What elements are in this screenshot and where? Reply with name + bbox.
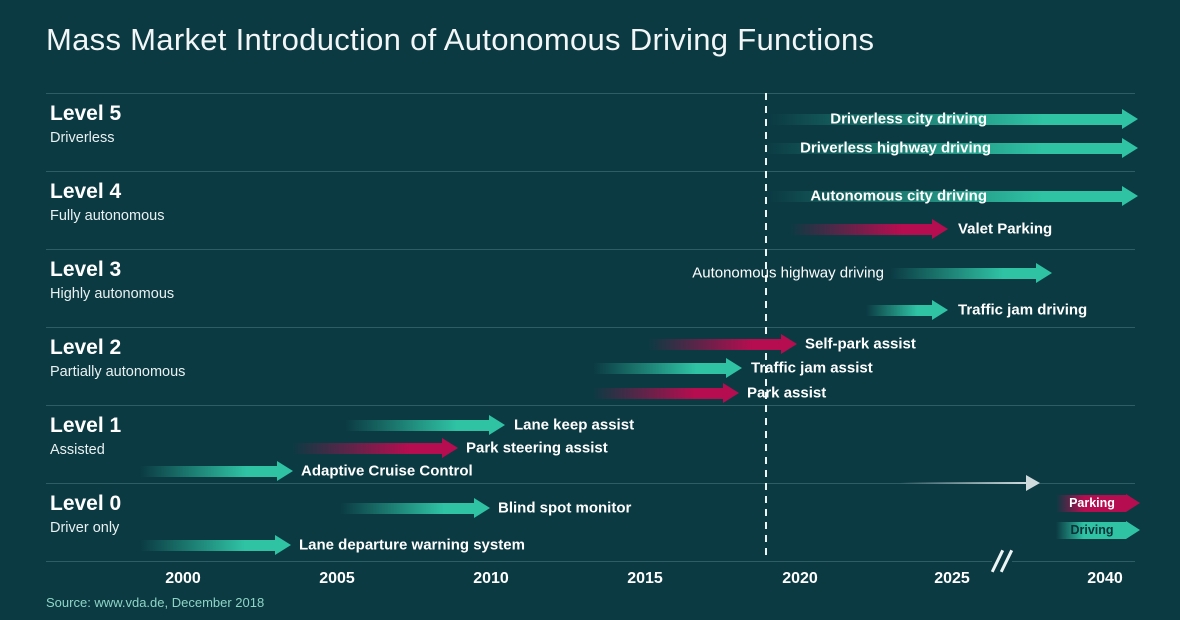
timeline-arrow-body — [345, 419, 489, 431]
axis-tick-label: 2020 — [782, 570, 818, 587]
row-sublabel: Driverless — [50, 130, 115, 146]
timeline-arrow-head — [723, 382, 739, 403]
timeline-arrow-head — [275, 534, 291, 555]
timeline-arrow-body — [770, 113, 1122, 125]
timeline-arrow-head — [932, 299, 948, 320]
timeline-arrow-body — [1056, 494, 1126, 512]
timeline-arrow-head — [781, 333, 797, 354]
timeline-arrow-head — [726, 357, 742, 378]
timeline-arrow-head — [474, 497, 490, 518]
timeline-arrow-body — [140, 465, 277, 477]
timeline-arrow-head — [932, 218, 948, 239]
arrow-label: Traffic jam assist — [751, 359, 873, 377]
row-level-label: Level 3 — [50, 258, 122, 281]
timeline-arrow-head — [442, 437, 458, 458]
row-sublabel: Highly autonomous — [50, 286, 175, 302]
arrow-label: Parking — [1069, 496, 1115, 510]
arrow-label: Self-park assist — [805, 335, 916, 353]
row-separator — [46, 170, 1135, 172]
row-separator — [46, 326, 1135, 328]
row-sublabel: Assisted — [50, 442, 105, 458]
row-level-label: Level 2 — [50, 336, 122, 359]
timeline-arrow-body — [790, 223, 932, 235]
timeline-arrow-body — [866, 304, 932, 316]
axis-arrow-head — [1026, 475, 1040, 491]
axis-break-gap — [992, 559, 1012, 563]
axis-tick-label: 2005 — [319, 570, 355, 587]
arrow-label: Lane keep assist — [514, 416, 635, 434]
axis-tick-label: 2025 — [934, 570, 970, 587]
row-level-label: Level 1 — [50, 414, 122, 437]
arrow-label: Lane departure warning system — [299, 536, 525, 554]
row-sublabel: Fully autonomous — [50, 208, 165, 224]
axis-tick-label: 2040 — [1087, 570, 1123, 587]
arrow-label: Blind spot monitor — [498, 499, 632, 517]
timeline-arrow-head — [1122, 108, 1138, 129]
timeline-arrow-body — [764, 142, 1122, 154]
row-sublabel: Driver only — [50, 520, 120, 536]
milestone-dashed-line — [765, 93, 767, 561]
arrow-label: Adaptive Cruise Control — [301, 462, 473, 480]
row-level-label: Level 5 — [50, 102, 122, 125]
timeline-arrow-body — [770, 190, 1122, 202]
timeline-arrow-body — [593, 362, 726, 374]
timeline-arrow-head — [1122, 137, 1138, 158]
timeline-arrow-body — [593, 387, 723, 399]
row-level-label: Level 4 — [50, 180, 122, 203]
row-separator — [46, 404, 1135, 406]
arrow-label: Autonomous city driving — [810, 187, 987, 205]
timeline-arrow-head — [489, 414, 505, 435]
arrow-label: Park assist — [747, 384, 827, 402]
row-separator — [46, 560, 1135, 562]
arrow-label: Valet Parking — [958, 220, 1053, 238]
arrow-label: Park steering assist — [466, 439, 608, 457]
axis-tick-label: 2015 — [627, 570, 663, 587]
page-title: Mass Market Introduction of Autonomous D… — [46, 22, 875, 57]
timeline-arrow-head — [1126, 520, 1140, 539]
row-separator — [46, 248, 1135, 250]
timeline-arrow-body — [648, 338, 781, 350]
timeline-arrow-body — [890, 267, 1036, 279]
arrow-label: Traffic jam driving — [958, 301, 1088, 319]
timeline-arrow-head — [1122, 185, 1138, 206]
timeline-arrow-body — [292, 442, 442, 454]
arrow-label: Driving — [1070, 523, 1114, 537]
row-sublabel: Partially autonomous — [50, 364, 186, 380]
row-separator — [46, 92, 1135, 94]
timeline-arrow-body — [340, 502, 474, 514]
timeline-arrow-head — [1036, 262, 1052, 283]
timeline-arrow-body — [1056, 521, 1126, 539]
axis-tick-label: 2010 — [473, 570, 509, 587]
timeline-arrow-body — [140, 539, 275, 551]
arrow-label: Driverless highway driving — [800, 139, 991, 157]
source-note: Source: www.vda.de, December 2018 — [46, 595, 265, 610]
timeline-arrow-head — [277, 460, 293, 481]
arrow-label: Driverless city driving — [830, 110, 987, 128]
axis-tick-label: 2000 — [165, 570, 201, 587]
axis-arrow-line — [900, 482, 1026, 484]
timeline-arrow-head — [1126, 493, 1140, 512]
arrow-label: Autonomous highway driving — [692, 264, 884, 282]
row-separator — [46, 482, 1135, 484]
row-level-label: Level 0 — [50, 492, 122, 515]
